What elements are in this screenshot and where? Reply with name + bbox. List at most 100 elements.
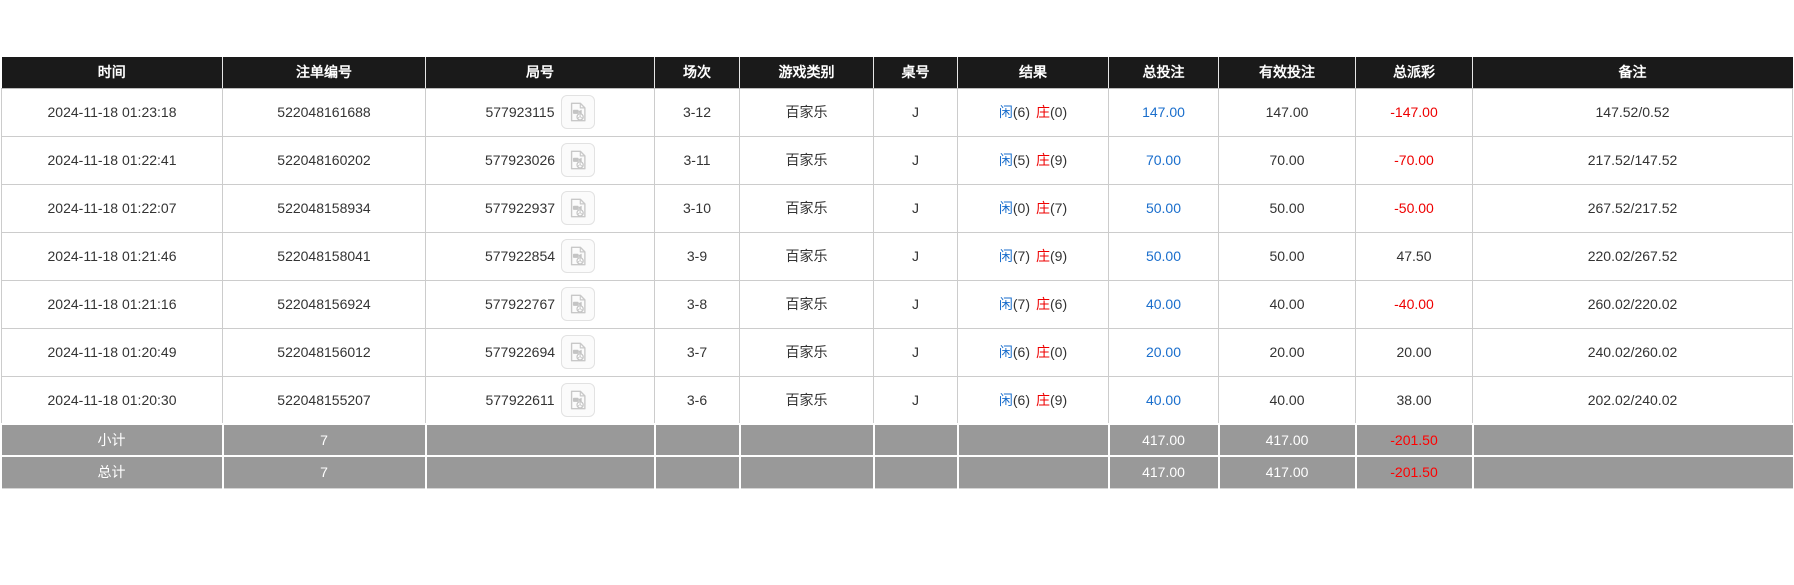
column-header-total_payout: 总派彩 — [1355, 57, 1473, 89]
footer-empty-table — [873, 423, 959, 457]
footer-empty-result — [957, 423, 1110, 457]
cell-session: 3-12 — [654, 87, 740, 137]
cell-table-no: J — [873, 231, 958, 281]
cell-bet-id: 522048155207 — [222, 375, 426, 425]
cell-total-bet: 50.00 — [1108, 231, 1219, 281]
result-player-label: 闲 — [998, 344, 1013, 360]
footer-empty-session — [654, 455, 741, 489]
footer-empty-remark — [1472, 423, 1793, 457]
cell-table-no: J — [873, 279, 958, 329]
cell-result: 闲(5) 庄(9) — [957, 135, 1109, 185]
cell-round-id: 577923115 — [425, 87, 655, 137]
cell-session: 3-11 — [654, 135, 740, 185]
video-replay-icon — [570, 342, 586, 362]
video-replay-icon — [570, 390, 586, 410]
footer-total-payout: -201.50 — [1355, 455, 1474, 489]
cell-total-payout: 20.00 — [1355, 327, 1473, 377]
column-header-session: 场次 — [654, 57, 740, 89]
cell-valid-bet: 147.00 — [1218, 87, 1356, 137]
column-header-bet_id: 注单编号 — [222, 57, 426, 89]
cell-remark: 217.52/147.52 — [1472, 135, 1793, 185]
round-id-group: 577923115 — [485, 95, 595, 129]
table-row: 2024-11-18 01:22:07 522048158934 577922937… — [1, 183, 1793, 233]
footer-total-bet: 417.00 — [1108, 455, 1220, 489]
cell-session: 3-10 — [654, 183, 740, 233]
column-header-table_no: 桌号 — [873, 57, 958, 89]
result-banker-value: (7) — [1050, 200, 1068, 216]
round-id-group: 577922854 — [484, 239, 596, 273]
result-player-value: (6) — [1012, 344, 1030, 360]
round-id-value: 577922854 — [484, 248, 556, 264]
cell-total-payout: 47.50 — [1355, 231, 1473, 281]
cell-result: 闲(6) 庄(0) — [957, 327, 1109, 377]
video-replay-button[interactable] — [561, 335, 596, 369]
video-replay-icon — [570, 294, 586, 314]
cell-session: 3-7 — [654, 327, 740, 377]
cell-total-payout: 38.00 — [1355, 375, 1473, 425]
cell-valid-bet: 70.00 — [1218, 135, 1356, 185]
cell-table-no: J — [873, 87, 958, 137]
cell-time: 2024-11-18 01:22:41 — [1, 135, 223, 185]
cell-total-payout: -147.00 — [1355, 87, 1473, 137]
result-banker-label: 庄 — [1036, 200, 1050, 216]
video-replay-button[interactable] — [560, 95, 595, 129]
cell-round-id: 577922611 — [425, 375, 655, 425]
table-row: 2024-11-18 01:21:16 522048156924 577922767… — [1, 279, 1793, 329]
cell-result: 闲(6) 庄(9) — [957, 375, 1109, 425]
round-id-value: 577922767 — [484, 296, 556, 312]
column-header-round_id: 局号 — [425, 57, 655, 89]
cell-remark: 147.52/0.52 — [1472, 87, 1793, 137]
cell-valid-bet: 40.00 — [1218, 375, 1356, 425]
cell-total-bet: 40.00 — [1108, 375, 1219, 425]
cell-game-type: 百家乐 — [739, 279, 874, 329]
cell-time: 2024-11-18 01:21:16 — [1, 279, 223, 329]
result-banker-label: 庄 — [1036, 104, 1050, 120]
round-id-value: 577922611 — [485, 391, 555, 408]
footer-valid-bet: 417.00 — [1218, 455, 1357, 489]
cell-bet-id: 522048156924 — [222, 279, 426, 329]
cell-table-no: J — [873, 375, 958, 425]
column-header-game_type: 游戏类别 — [739, 57, 874, 89]
video-replay-button[interactable] — [561, 191, 596, 225]
video-replay-button[interactable] — [561, 239, 596, 273]
cell-result: 闲(6) 庄(0) — [957, 87, 1109, 137]
cell-remark: 202.02/240.02 — [1472, 375, 1793, 425]
result-player-value: (7) — [1012, 248, 1030, 264]
video-replay-icon — [570, 246, 586, 266]
cell-bet-id: 522048160202 — [222, 135, 426, 185]
footer-empty-session — [654, 423, 741, 457]
result-banker-label: 庄 — [1036, 296, 1050, 312]
table-head: 时间 注单编号 局号 场次 游戏类别 桌号 结果 总投注 有效投注 总派彩 备注 — [1, 57, 1793, 89]
video-replay-button[interactable] — [561, 287, 596, 321]
video-replay-icon — [570, 198, 586, 218]
result-banker-label: 庄 — [1036, 152, 1050, 168]
column-header-valid_bet: 有效投注 — [1218, 57, 1356, 89]
footer-count: 7 — [222, 423, 427, 457]
result-banker-label: 庄 — [1036, 391, 1050, 408]
cell-total-payout: -70.00 — [1355, 135, 1473, 185]
video-replay-button[interactable] — [561, 143, 596, 177]
round-id-value: 577922937 — [484, 200, 556, 216]
cell-time: 2024-11-18 01:21:46 — [1, 231, 223, 281]
cell-bet-id: 522048156012 — [222, 327, 426, 377]
round-id-value: 577923026 — [484, 152, 556, 168]
cell-remark: 267.52/217.52 — [1472, 183, 1793, 233]
cell-round-id: 577923026 — [425, 135, 655, 185]
cell-table-no: J — [873, 135, 958, 185]
video-replay-button[interactable] — [560, 382, 595, 417]
round-id-group: 577922767 — [484, 287, 596, 321]
video-replay-icon — [570, 150, 586, 170]
cell-total-payout: -40.00 — [1355, 279, 1473, 329]
table-row: 2024-11-18 01:23:18 522048161688 577923115… — [1, 87, 1793, 137]
cell-round-id: 577922767 — [425, 279, 655, 329]
footer-valid-bet: 417.00 — [1218, 423, 1357, 457]
round-id-group: 577922937 — [484, 191, 596, 225]
cell-session: 3-8 — [654, 279, 740, 329]
result-banker-label: 庄 — [1036, 344, 1050, 360]
subtotal-row: 小计 7 417.00 417.00 -201.50 — [1, 423, 1793, 457]
round-id-group: 577923026 — [484, 143, 596, 177]
column-header-result: 结果 — [957, 57, 1109, 89]
cell-total-bet: 70.00 — [1108, 135, 1219, 185]
result-player-label: 闲 — [998, 200, 1013, 216]
result-player-label: 闲 — [998, 296, 1013, 312]
